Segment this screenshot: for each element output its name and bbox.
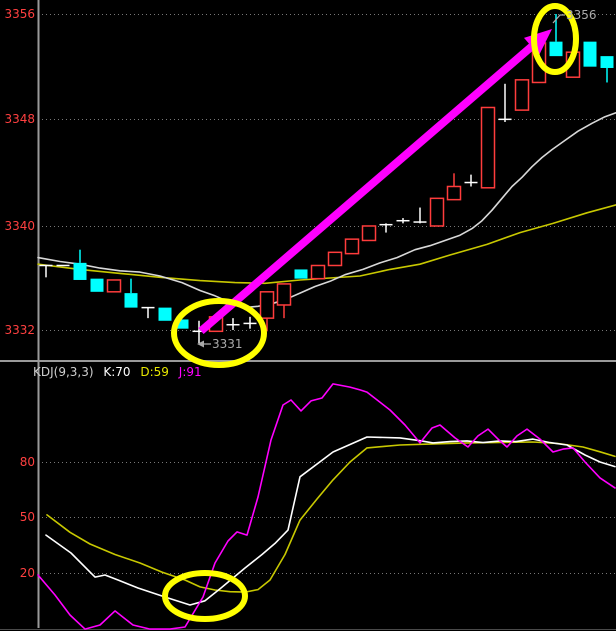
low-price-label: 3331 [212, 337, 243, 351]
kdj-legend: KDJ(9,3,3) K:70 D:59 J:91 [33, 366, 208, 379]
kdj-d-value: D:59 [140, 365, 169, 379]
price-tick-3340: 3340 [4, 219, 35, 233]
kdj-tick-80: 80 [19, 455, 35, 469]
price-tick-3348: 3348 [4, 112, 35, 126]
price-tick-3332: 3332 [4, 323, 35, 337]
kdj-tick-20: 20 [19, 566, 35, 580]
kdj-tick-50: 50 [19, 510, 35, 524]
kdj-k-value: K:70 [103, 365, 131, 379]
kdj-j-value: J:91 [178, 365, 202, 379]
kdj-indicator-name: KDJ(9,3,3) [33, 365, 94, 379]
price-tick-3356: 3356 [4, 7, 35, 21]
high-price-label: 3356 [566, 8, 597, 22]
